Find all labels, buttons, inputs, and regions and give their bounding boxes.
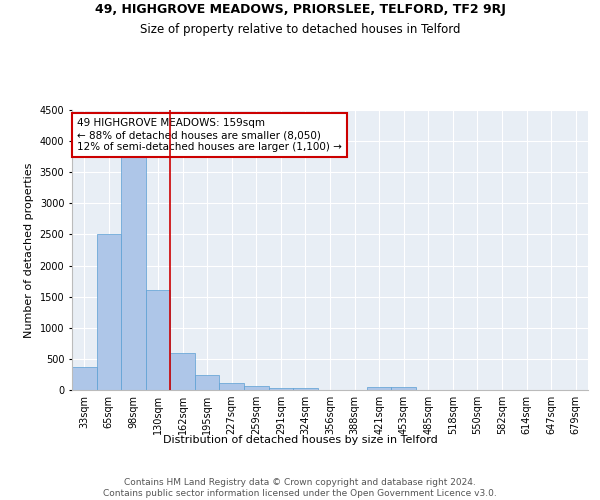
Bar [72, 366, 97, 390]
Text: Size of property relative to detached houses in Telford: Size of property relative to detached ho… [140, 22, 460, 36]
Text: Contains HM Land Registry data © Crown copyright and database right 2024.
Contai: Contains HM Land Registry data © Crown c… [103, 478, 497, 498]
Bar [146, 290, 170, 390]
Bar [170, 352, 195, 390]
Bar [244, 386, 269, 390]
Bar [220, 384, 244, 390]
Bar [269, 388, 293, 390]
Bar [97, 234, 121, 390]
Y-axis label: Number of detached properties: Number of detached properties [24, 162, 34, 338]
Bar [391, 386, 416, 390]
Bar [195, 375, 220, 390]
Bar [367, 386, 391, 390]
Text: Distribution of detached houses by size in Telford: Distribution of detached houses by size … [163, 435, 437, 445]
Text: 49, HIGHGROVE MEADOWS, PRIORSLEE, TELFORD, TF2 9RJ: 49, HIGHGROVE MEADOWS, PRIORSLEE, TELFOR… [95, 2, 505, 16]
Text: 49 HIGHGROVE MEADOWS: 159sqm
← 88% of detached houses are smaller (8,050)
12% of: 49 HIGHGROVE MEADOWS: 159sqm ← 88% of de… [77, 118, 342, 152]
Bar [293, 388, 318, 390]
Bar [121, 156, 146, 390]
